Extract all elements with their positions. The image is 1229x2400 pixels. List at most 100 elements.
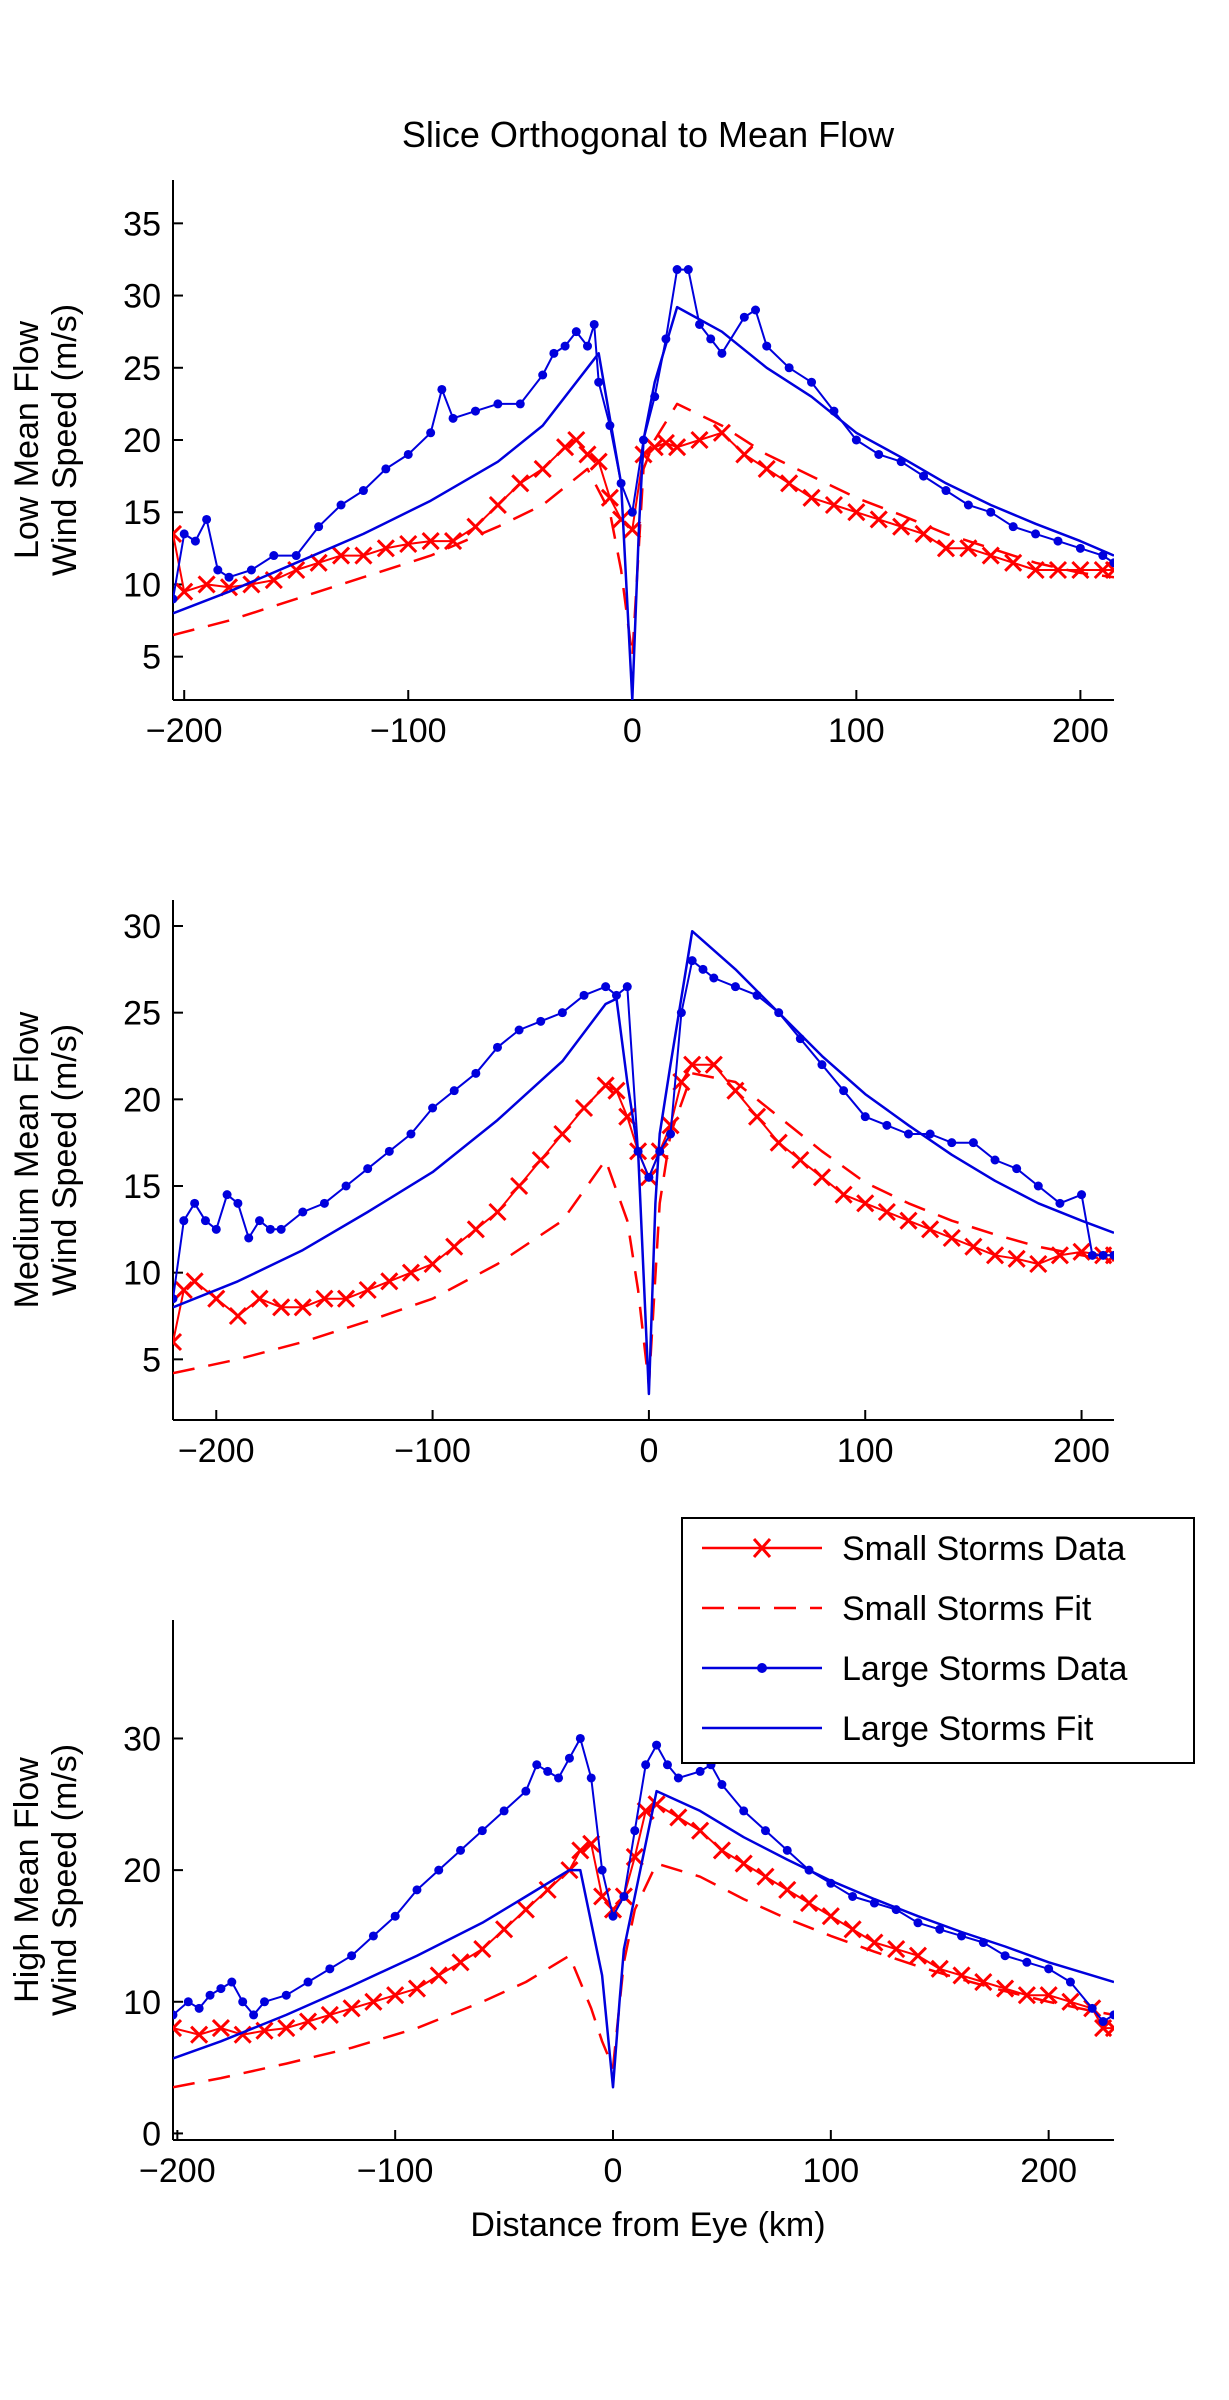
data-point-dot-marker <box>259 1997 269 2007</box>
plot-area <box>173 1733 1114 2089</box>
data-point-dot-marker <box>968 1138 978 1148</box>
y-tick-label: 10 <box>123 1255 161 1293</box>
data-point-x-marker <box>533 459 552 478</box>
data-point-x-marker <box>877 1202 896 1222</box>
data-point-dot-marker <box>597 1865 607 1875</box>
data-point-dot-marker <box>641 1760 651 1770</box>
data-point-dot-marker <box>1055 1198 1065 1208</box>
legend-label: Large Storms Data <box>842 1650 1127 1688</box>
data-point-x-marker <box>1007 1249 1026 1268</box>
data-point-x-marker <box>376 539 395 558</box>
data-point-dot-marker <box>683 265 693 275</box>
data-point-dot-marker <box>244 1233 254 1243</box>
data-point-x-marker <box>734 1854 753 1873</box>
data-point-x-marker <box>185 1272 204 1291</box>
x-tick-label: 0 <box>604 2152 623 2190</box>
data-point-dot-marker <box>434 1865 444 1875</box>
legend-label: Large Storms Fit <box>842 1710 1094 1748</box>
data-point-x-marker <box>748 1107 767 1126</box>
data-point-dot-marker <box>493 399 503 409</box>
data-point-x-marker <box>1048 560 1068 580</box>
data-point-x-marker <box>899 1211 918 1230</box>
data-point-dot-marker <box>426 428 436 438</box>
data-point-dot-marker <box>919 471 929 481</box>
data-point-dot-marker <box>437 384 447 394</box>
x-axis-label: Distance from Eye (km) <box>470 2206 825 2244</box>
data-point-dot-marker <box>848 1891 858 1901</box>
data-point-x-marker <box>315 1289 334 1308</box>
data-point-x-marker <box>488 495 507 515</box>
figure-title: Slice Orthogonal to Mean Flow <box>402 114 895 155</box>
data-point-x-marker <box>769 1133 788 1152</box>
data-point-dot-marker <box>782 1845 792 1855</box>
x-tick-label: 200 <box>1053 1432 1110 1470</box>
data-point-dot-marker <box>216 1984 226 1994</box>
series-line-small-storms-data <box>173 1803 1114 2036</box>
data-point-x-marker <box>821 1907 840 1926</box>
data-point-dot-marker <box>281 1990 291 2000</box>
data-point-x-marker <box>342 1999 361 2018</box>
data-point-x-marker <box>331 546 351 565</box>
series-line-large-storms-fit <box>173 305 1114 700</box>
data-point-x-marker <box>272 1298 291 1317</box>
legend-label: Small Storms Data <box>842 1530 1125 1568</box>
data-point-x-marker <box>488 1202 507 1222</box>
data-point-dot-marker <box>1008 522 1018 532</box>
y-axis-label-line1: High Mean Flow <box>8 1757 46 2003</box>
data-point-x-marker <box>421 532 440 551</box>
data-point-dot-marker <box>762 341 772 351</box>
data-point-dot-marker <box>222 1190 232 1200</box>
data-point-dot-marker <box>521 1786 531 1796</box>
data-point-dot-marker <box>1000 1951 1010 1961</box>
data-point-dot-marker <box>1022 1957 1032 1967</box>
series-line-large-storms-fit <box>173 1789 1114 2089</box>
panel-high-mean-flow: −200 −100 0 100 200 0 10 20 30 High Mean Flow Wind… <box>8 1620 1114 2190</box>
data-point-dot-marker <box>739 1806 749 1816</box>
data-point-dot-marker <box>1033 1181 1043 1191</box>
data-point-dot-marker <box>571 327 581 337</box>
y-tick-label: 20 <box>123 1852 161 1890</box>
data-point-dot-marker <box>851 435 861 445</box>
data-point-dot-marker <box>1031 529 1041 539</box>
y-tick-label: 20 <box>123 1081 161 1119</box>
data-point-dot-marker <box>1098 2017 1108 2027</box>
data-point-x-marker <box>423 1254 442 1274</box>
data-point-dot-marker <box>652 1740 662 1750</box>
data-point-dot-marker <box>611 990 621 1000</box>
data-point-x-marker <box>942 1228 961 1248</box>
data-point-dot-marker <box>672 265 682 275</box>
data-point-dot-marker <box>784 363 794 373</box>
data-point-dot-marker <box>630 1826 640 1836</box>
data-point-dot-marker <box>575 1733 585 1743</box>
series-line-small-storms-fit <box>173 1072 1114 1387</box>
y-tick-label: 20 <box>123 422 161 460</box>
data-point-x-marker <box>607 1081 626 1100</box>
data-point-x-marker <box>443 532 463 551</box>
data-point-x-marker <box>336 1289 356 1308</box>
legend: Small Storms Data Small Storms Fit Large S… <box>681 1517 1195 1764</box>
data-point-dot-marker <box>246 565 256 575</box>
x-tick-label: 200 <box>1020 2152 1077 2190</box>
data-point-x-marker <box>1104 2019 1114 2038</box>
x-tick-label: 100 <box>837 1432 894 1470</box>
data-point-dot-marker <box>903 1129 913 1139</box>
data-point-x-marker <box>466 1220 485 1239</box>
data-point-x-marker <box>358 1280 377 1300</box>
data-point-dot-marker <box>347 1951 357 1961</box>
data-point-x-marker <box>531 1150 550 1170</box>
x-tick-label: 200 <box>1052 712 1109 750</box>
data-point-x-marker <box>578 445 597 464</box>
data-point-dot-marker <box>608 1911 618 1921</box>
panel-low-mean-flow: −200 −100 0 100 200 5 10 15 20 25 30 35 Low Mean Flo… <box>8 180 1114 750</box>
data-point-x-marker <box>250 1289 269 1308</box>
x-tick-label: −100 <box>370 712 447 750</box>
data-point-x-marker <box>799 1893 819 1913</box>
data-point-dot-marker <box>698 964 708 974</box>
data-point-dot-marker <box>586 1773 596 1783</box>
data-point-x-marker <box>690 430 709 450</box>
data-point-dot-marker <box>925 1129 935 1139</box>
data-point-x-marker <box>309 553 328 572</box>
data-point-x-marker <box>757 459 776 478</box>
data-point-x-marker <box>981 546 1000 565</box>
data-point-dot-marker <box>448 413 458 423</box>
